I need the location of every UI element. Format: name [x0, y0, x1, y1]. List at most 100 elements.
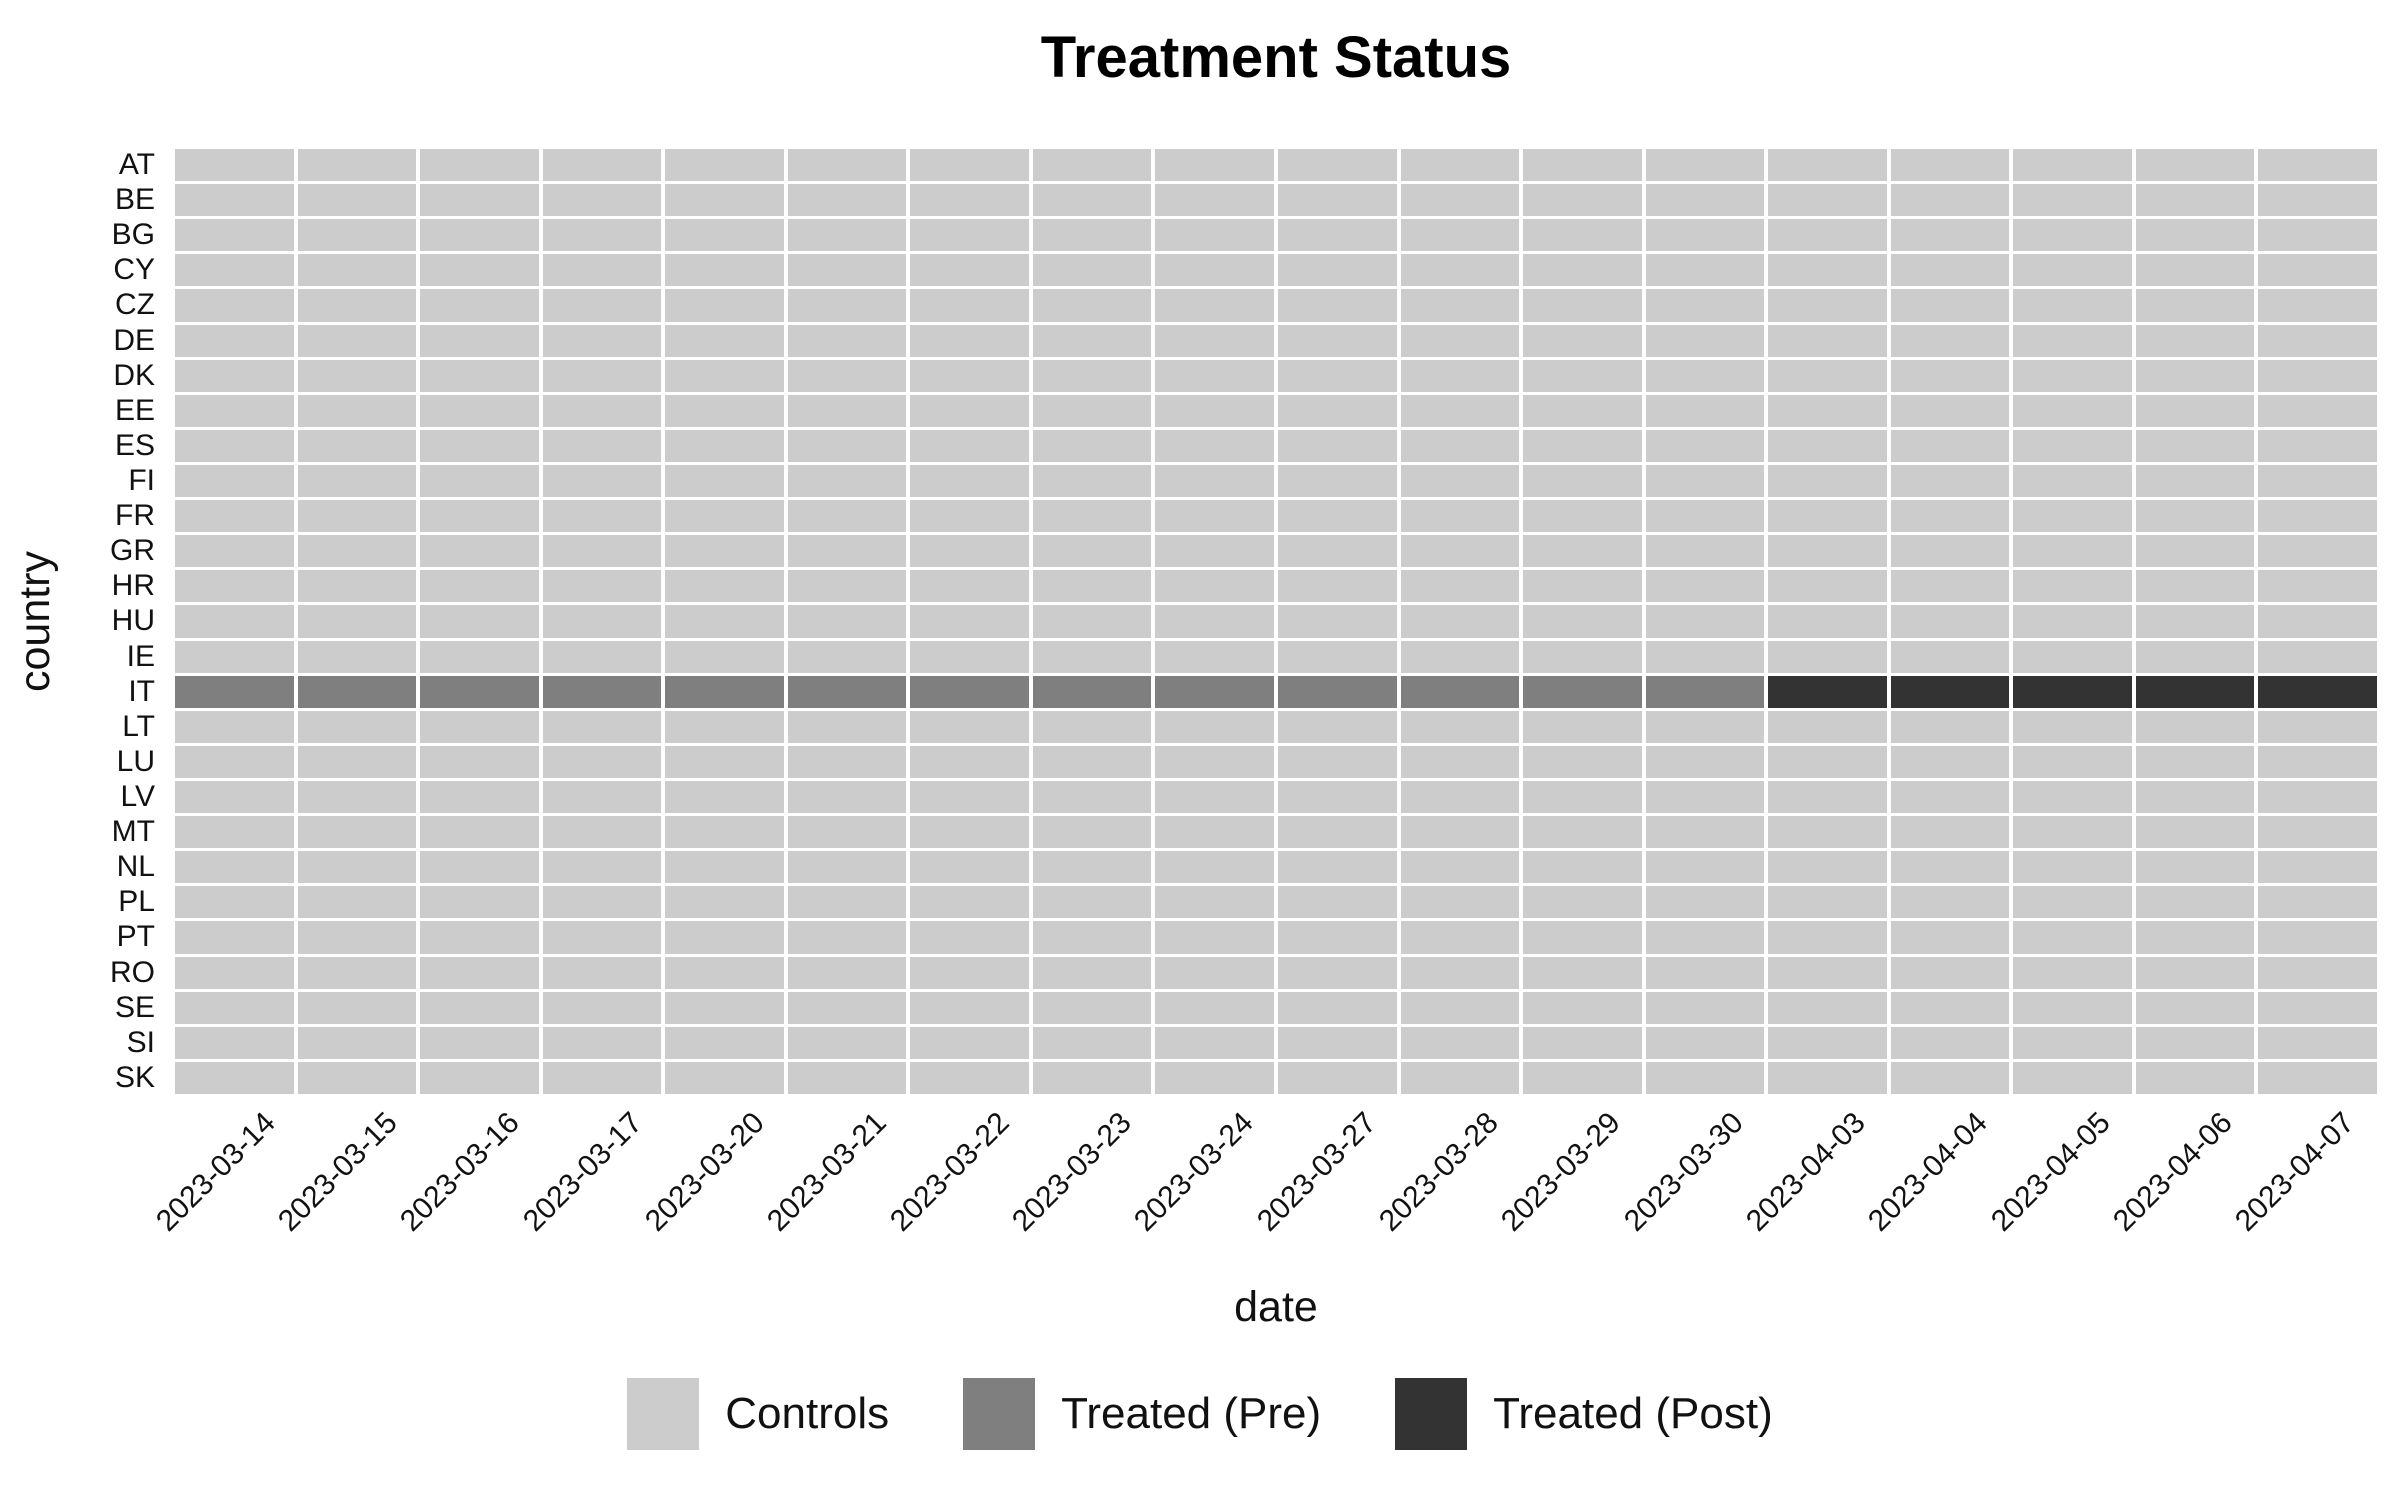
heatmap-cell — [2013, 640, 2132, 673]
x-tick-label: 2023-03-23 — [1005, 1106, 1138, 1238]
x-tick-label: 2023-03-28 — [1372, 1106, 1505, 1238]
heatmap-cell — [2135, 851, 2255, 884]
heatmap-cell — [1890, 886, 2010, 919]
heatmap-cell — [1768, 851, 1887, 884]
heatmap-cell — [1155, 780, 1274, 814]
heatmap-cell — [2013, 324, 2132, 357]
heatmap-cell — [1523, 1061, 1642, 1094]
heatmap-cell — [175, 921, 294, 954]
heatmap-cell — [297, 289, 417, 322]
heatmap-cell — [910, 464, 1029, 498]
heatmap-cell — [1890, 535, 2010, 568]
heatmap-cell — [297, 886, 417, 919]
heatmap-cell — [1155, 640, 1274, 673]
heatmap-cell — [910, 991, 1029, 1024]
heatmap-cell — [2258, 464, 2377, 498]
heatmap-cell — [1400, 429, 1520, 462]
heatmap-cell — [2135, 289, 2255, 322]
heatmap-cell — [1032, 289, 1152, 322]
heatmap-cell — [910, 394, 1029, 427]
heatmap-cell — [542, 149, 662, 182]
heatmap-cell — [2258, 535, 2377, 568]
heatmap-cell — [665, 745, 784, 778]
heatmap-cell — [1645, 289, 1765, 322]
heatmap-cell — [1155, 184, 1274, 217]
heatmap-cell — [297, 570, 417, 603]
heatmap-cell — [910, 570, 1029, 603]
y-tick-label: DE — [113, 323, 155, 357]
heatmap-cell — [1645, 324, 1765, 357]
heatmap-cell — [2013, 816, 2132, 849]
y-tick-label: DK — [113, 358, 155, 392]
x-tick-label: 2023-03-22 — [883, 1106, 1016, 1238]
heatmap-cell — [2135, 429, 2255, 462]
heatmap-cell — [787, 605, 907, 638]
heatmap-cell — [175, 535, 294, 568]
heatmap-cell — [665, 464, 784, 498]
heatmap-cell — [2258, 570, 2377, 603]
heatmap-cell — [1032, 359, 1152, 392]
heatmap-cell — [910, 710, 1029, 743]
y-tick-label: CZ — [115, 288, 155, 322]
heatmap-cell — [2135, 219, 2255, 252]
heatmap-cell — [297, 464, 417, 498]
heatmap-cell — [1768, 991, 1887, 1024]
heatmap-cell — [420, 324, 539, 357]
heatmap-cell — [1890, 289, 2010, 322]
heatmap-cell — [1400, 535, 1520, 568]
heatmap-cell — [787, 956, 907, 989]
heatmap-cell — [420, 640, 539, 673]
heatmap-cell — [2013, 359, 2132, 392]
heatmap-cell — [2013, 886, 2132, 919]
heatmap-cell — [2013, 429, 2132, 462]
heatmap-cell — [910, 745, 1029, 778]
x-tick-label: 2023-04-03 — [1739, 1106, 1872, 1238]
heatmap-cell — [1032, 149, 1152, 182]
heatmap-cell — [2013, 675, 2132, 708]
heatmap-cell — [1523, 500, 1642, 533]
heatmap-cell — [910, 535, 1029, 568]
heatmap-cell — [1032, 780, 1152, 814]
heatmap-cell — [1523, 149, 1642, 182]
heatmap-cell — [2258, 254, 2377, 287]
heatmap-cell — [1645, 605, 1765, 638]
heatmap-cell — [1645, 254, 1765, 287]
heatmap-cell — [1278, 535, 1397, 568]
heatmap-cell — [2258, 1026, 2377, 1059]
heatmap-cell — [665, 1026, 784, 1059]
heatmap-cell — [787, 1061, 907, 1094]
heatmap-cell — [910, 324, 1029, 357]
heatmap-cell — [1278, 991, 1397, 1024]
heatmap-cell — [1155, 675, 1274, 708]
heatmap-cell — [1032, 535, 1152, 568]
heatmap-cell — [910, 359, 1029, 392]
heatmap-cell — [1890, 1026, 2010, 1059]
heatmap-cell — [1155, 500, 1274, 533]
heatmap-cell — [1400, 780, 1520, 814]
y-tick-label: MT — [111, 815, 155, 849]
heatmap-cell — [1400, 991, 1520, 1024]
heatmap-cell — [420, 184, 539, 217]
heatmap-cell — [665, 289, 784, 322]
heatmap-cell — [1155, 1061, 1274, 1094]
heatmap-cell — [787, 394, 907, 427]
heatmap-cell — [1032, 640, 1152, 673]
heatmap-cell — [665, 710, 784, 743]
y-tick-label: HR — [111, 569, 155, 603]
legend-label: Treated (Pre) — [1061, 1389, 1322, 1438]
heatmap-cell — [910, 605, 1029, 638]
heatmap-cell — [1645, 745, 1765, 778]
heatmap-cell — [542, 816, 662, 849]
heatmap-cell — [1890, 184, 2010, 217]
heatmap-cell — [1768, 149, 1887, 182]
heatmap-cell — [1278, 219, 1397, 252]
heatmap-cell — [1768, 605, 1887, 638]
heatmap-cell — [1645, 1061, 1765, 1094]
heatmap-cell — [175, 640, 294, 673]
heatmap-cell — [1278, 780, 1397, 814]
heatmap-cell — [1523, 570, 1642, 603]
heatmap-cell — [2258, 640, 2377, 673]
heatmap-cell — [1768, 816, 1887, 849]
legend-swatch — [963, 1378, 1036, 1450]
